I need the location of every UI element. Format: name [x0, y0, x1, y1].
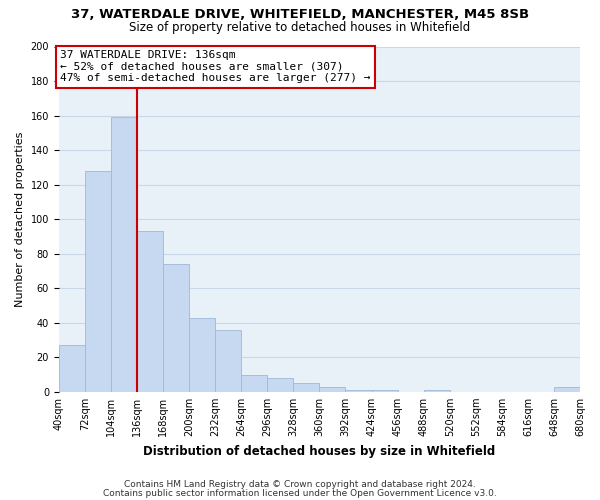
Text: Size of property relative to detached houses in Whitefield: Size of property relative to detached ho…	[130, 21, 470, 34]
Bar	[111, 118, 137, 392]
Bar	[293, 383, 319, 392]
Text: 37, WATERDALE DRIVE, WHITEFIELD, MANCHESTER, M45 8SB: 37, WATERDALE DRIVE, WHITEFIELD, MANCHES…	[71, 8, 529, 20]
Y-axis label: Number of detached properties: Number of detached properties	[15, 132, 25, 307]
Bar	[189, 318, 215, 392]
Bar	[424, 390, 449, 392]
Bar	[85, 171, 111, 392]
Bar	[267, 378, 293, 392]
Bar	[241, 374, 267, 392]
Text: Contains public sector information licensed under the Open Government Licence v3: Contains public sector information licen…	[103, 488, 497, 498]
Bar	[163, 264, 189, 392]
Text: 37 WATERDALE DRIVE: 136sqm
← 52% of detached houses are smaller (307)
47% of sem: 37 WATERDALE DRIVE: 136sqm ← 52% of deta…	[61, 50, 371, 83]
X-axis label: Distribution of detached houses by size in Whitefield: Distribution of detached houses by size …	[143, 444, 496, 458]
Bar	[319, 386, 346, 392]
Bar	[137, 231, 163, 392]
Bar	[215, 330, 241, 392]
Text: Contains HM Land Registry data © Crown copyright and database right 2024.: Contains HM Land Registry data © Crown c…	[124, 480, 476, 489]
Bar	[371, 390, 398, 392]
Bar	[59, 345, 85, 392]
Bar	[346, 390, 371, 392]
Bar	[554, 386, 580, 392]
